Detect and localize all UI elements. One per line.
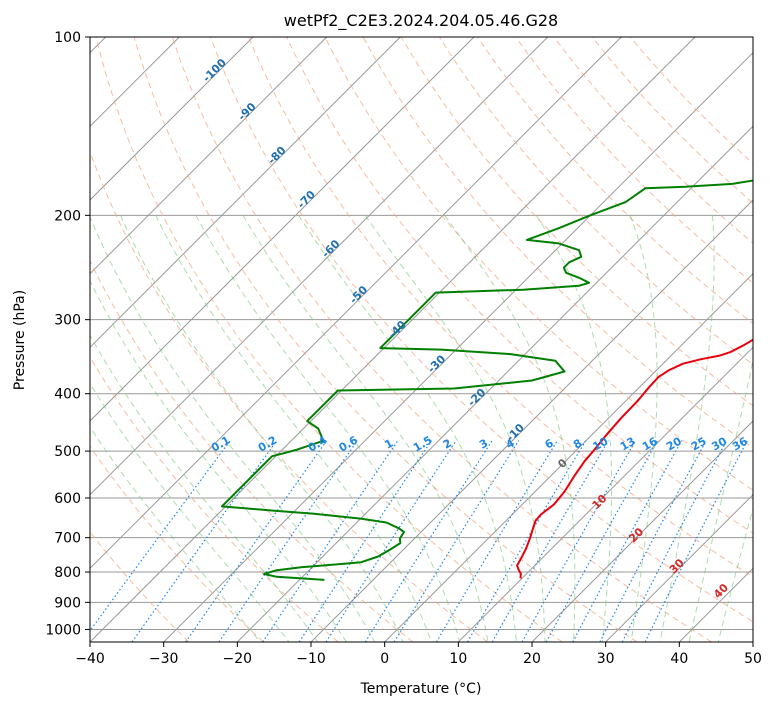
isotherm-line xyxy=(531,420,753,642)
y-tick-label: 1000 xyxy=(45,622,81,638)
x-tick-label: −40 xyxy=(75,651,105,667)
x-tick-label: 10 xyxy=(449,651,467,667)
moist-adiabat-line xyxy=(155,215,432,642)
mixing-ratio-line xyxy=(262,440,399,642)
x-axis: −40 −30 −20 −10 0 10 20 30 40 50 xyxy=(75,642,762,667)
y-tick-label: 700 xyxy=(54,531,81,547)
dry-adiabat-line xyxy=(90,259,414,642)
moist-adiabat-line xyxy=(298,215,517,642)
profile-lines xyxy=(220,179,753,581)
y-tick-label: 500 xyxy=(54,444,81,460)
y-tick-label: 200 xyxy=(54,208,81,224)
isotherm-line xyxy=(90,37,254,201)
mixing-ratio-line xyxy=(521,440,637,642)
isotherm-line xyxy=(90,37,696,642)
moist-adiabat-line xyxy=(119,215,404,642)
x-axis-label: Temperature (°C) xyxy=(360,681,482,697)
moist-adiabat-line xyxy=(90,426,261,642)
chart-title: wetPf2_C2E3.2024.204.05.46.G28 xyxy=(284,11,558,31)
moist-adiabat-line xyxy=(629,215,658,642)
y-tick-label: 100 xyxy=(54,30,81,46)
isotherm-line xyxy=(90,37,401,349)
y-tick-label: 800 xyxy=(54,565,81,581)
dry-adiabat-line xyxy=(95,37,563,642)
background-lines xyxy=(90,37,753,642)
mixing-ratio-line xyxy=(131,440,278,642)
moist-adiabat-line xyxy=(444,215,576,642)
moist-adiabat-line xyxy=(90,215,376,642)
mixing-ratio-line xyxy=(545,440,659,642)
x-tick-label: −30 xyxy=(149,651,179,667)
isotherm-line xyxy=(90,37,622,570)
x-tick-label: 0 xyxy=(380,651,389,667)
y-axis-label: Pressure (hPa) xyxy=(12,290,28,390)
plot-frame xyxy=(89,36,754,643)
moist-adiabat-line xyxy=(717,506,753,642)
mixing-ratio-line xyxy=(364,440,493,642)
dry-adiabat-line xyxy=(629,37,753,165)
dry-adiabat-line xyxy=(133,37,638,642)
moist-adiabat-line xyxy=(90,279,347,642)
y-tick-label: 300 xyxy=(54,313,81,329)
dry-adiabat-line xyxy=(248,37,753,578)
x-tick-label: 30 xyxy=(597,651,615,667)
isotherm-line xyxy=(384,272,753,642)
dry-adiabat-line xyxy=(324,37,753,491)
x-tick-label: 50 xyxy=(744,651,762,667)
mixing-ratio-line xyxy=(572,440,683,642)
y-tick-label: 900 xyxy=(54,595,81,611)
moist-adiabat-line xyxy=(195,215,461,642)
x-tick-label: −20 xyxy=(223,651,253,667)
y-axis: 100 200 300 400 500 600 700 800 900 1000 xyxy=(45,30,90,638)
mixing-ratio-line xyxy=(491,440,609,642)
temperature-profile xyxy=(516,338,753,579)
x-tick-label: −10 xyxy=(296,651,326,667)
dewpoint-profile xyxy=(220,179,753,581)
mixing-ratio-line xyxy=(298,440,432,642)
isotherm-line xyxy=(163,51,753,642)
mixing-ratio-line xyxy=(644,440,748,642)
dry-adiabat-line xyxy=(210,37,753,623)
isotherm-line xyxy=(90,37,328,275)
isotherm-line xyxy=(457,346,753,642)
y-tick-label: 400 xyxy=(54,387,81,403)
mixing-ratio-line xyxy=(185,440,328,642)
dry-adiabat-line xyxy=(553,37,753,244)
moist-adiabat-line xyxy=(90,382,290,642)
mixing-ratio-line xyxy=(393,440,520,642)
dry-adiabat-line xyxy=(400,37,753,407)
y-tick-label: 600 xyxy=(54,491,81,507)
mixing-ratio-line xyxy=(325,440,457,642)
isotherm-line xyxy=(236,125,753,642)
isotherm-line xyxy=(90,37,475,422)
dry-adiabat-line xyxy=(438,37,753,366)
moist-adiabat-line xyxy=(659,215,715,642)
dry-adiabat-line xyxy=(90,445,264,642)
mixing-ratio-line xyxy=(90,440,231,632)
x-tick-label: 20 xyxy=(523,651,541,667)
isotherm-line xyxy=(90,37,549,496)
mixing-ratio-line xyxy=(466,440,587,642)
moist-adiabat-line xyxy=(535,215,613,642)
x-tick-label: 40 xyxy=(670,651,688,667)
isotherm-line xyxy=(605,493,753,642)
moist-adiabat-line xyxy=(90,334,319,642)
dry-adiabat-line xyxy=(362,37,753,449)
mixing-ratio-line xyxy=(435,440,558,642)
dry-adiabat-line xyxy=(515,37,753,284)
